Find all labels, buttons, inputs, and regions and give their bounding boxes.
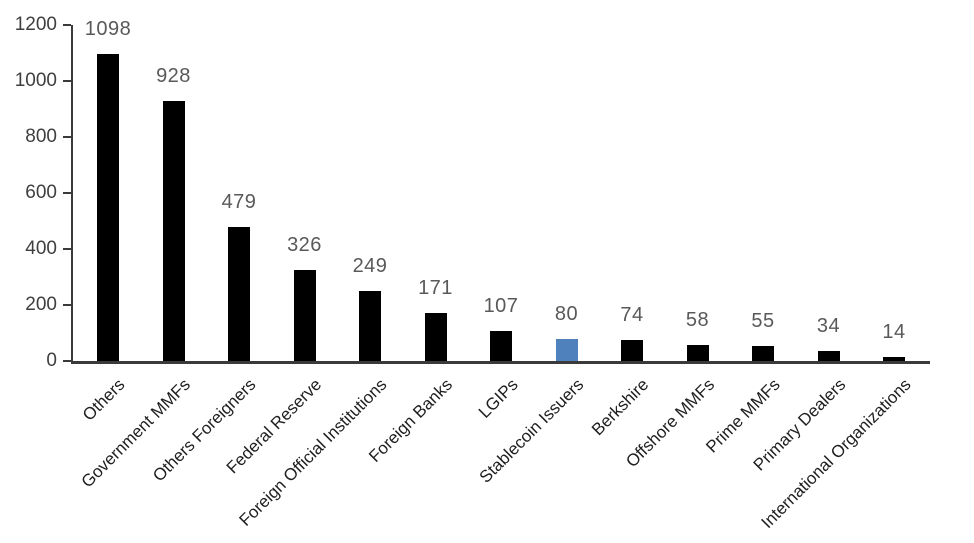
value-label-prime-mmfs: 55	[751, 309, 775, 332]
x-axis-line	[71, 361, 930, 364]
bar-others-foreigners	[228, 226, 250, 361]
bar-primary-dealers	[817, 351, 840, 361]
y-axis-tick	[63, 248, 71, 250]
bar-government-mmfs	[162, 101, 185, 361]
value-label-others: 1098	[84, 17, 132, 40]
y-axis-tick-label: 1200	[14, 14, 57, 35]
y-axis-tick-label: 800	[25, 126, 57, 147]
bar-lgips	[490, 331, 512, 361]
value-label-primary-dealers: 34	[816, 315, 841, 338]
x-category-label-others: Others	[78, 375, 129, 425]
x-category-label-berkshire: Berkshire	[588, 375, 653, 440]
y-axis-tick-label: 1000	[14, 70, 57, 91]
y-axis-tick	[63, 304, 71, 306]
bar-offshore-mmfs	[686, 344, 709, 361]
y-axis-tick	[63, 80, 71, 82]
bar-foreign-banks	[424, 313, 447, 361]
bar-others	[97, 53, 119, 361]
bar-prime-mmfs	[752, 345, 774, 361]
y-axis-tick-label: 600	[25, 182, 57, 203]
bar-berkshire	[621, 340, 643, 361]
value-label-international-organizations: 14	[882, 321, 906, 344]
bar-foreign-official-institutions	[359, 291, 381, 361]
value-label-stablecoin-issuers: 80	[554, 302, 579, 325]
value-label-offshore-mmfs: 58	[685, 308, 710, 331]
y-axis-tick	[63, 136, 71, 138]
y-axis-tick	[63, 360, 71, 362]
x-category-label-lgips: LGIPs	[474, 375, 522, 422]
value-label-foreign-banks: 171	[418, 277, 453, 300]
bar-federal-reserve	[293, 269, 316, 361]
y-axis-line	[71, 25, 73, 364]
value-label-foreign-official-institutions: 249	[352, 255, 388, 278]
y-axis-tick-label: 400	[25, 238, 57, 259]
bar-international-organizations	[883, 357, 905, 361]
y-axis-tick-label: 200	[25, 294, 57, 315]
y-axis-tick-label: 0	[46, 350, 57, 371]
y-axis-tick	[63, 24, 71, 26]
value-label-lgips: 107	[483, 295, 519, 318]
value-label-berkshire: 74	[620, 304, 644, 327]
x-category-label-government-mmfs: Government MMFs	[77, 375, 194, 492]
value-label-government-mmfs: 928	[156, 65, 191, 88]
bar-stablecoin-issuers	[555, 338, 578, 361]
value-label-others-foreigners: 479	[221, 190, 257, 213]
value-label-federal-reserve: 326	[287, 233, 322, 256]
y-axis-tick	[63, 192, 71, 194]
